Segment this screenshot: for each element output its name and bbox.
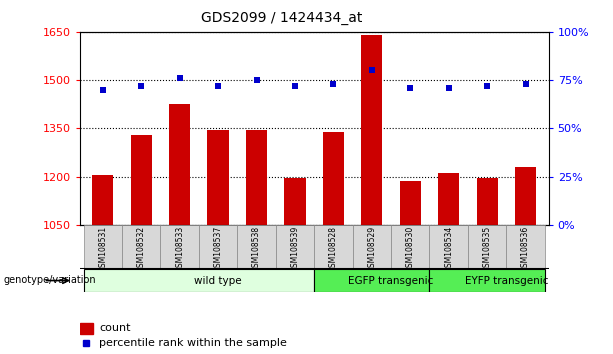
Bar bbox=[314, 269, 430, 292]
Text: wild type: wild type bbox=[194, 275, 242, 286]
Bar bbox=[400, 181, 421, 225]
Text: GSM108528: GSM108528 bbox=[329, 226, 338, 272]
Bar bbox=[506, 225, 545, 269]
Bar bbox=[131, 135, 152, 225]
Text: GSM108539: GSM108539 bbox=[291, 226, 299, 272]
Bar bbox=[80, 323, 93, 333]
Bar bbox=[515, 167, 536, 225]
Text: genotype/variation: genotype/variation bbox=[3, 275, 96, 285]
Text: GSM108532: GSM108532 bbox=[137, 226, 146, 272]
Text: count: count bbox=[99, 323, 131, 333]
Bar bbox=[284, 178, 305, 225]
Bar bbox=[361, 35, 383, 225]
Text: GSM108530: GSM108530 bbox=[406, 226, 415, 272]
Text: GSM108536: GSM108536 bbox=[521, 226, 530, 272]
Bar bbox=[468, 225, 506, 269]
Bar bbox=[83, 269, 314, 292]
Bar bbox=[169, 104, 190, 225]
Bar bbox=[276, 225, 314, 269]
Bar bbox=[207, 130, 229, 225]
Text: GSM108538: GSM108538 bbox=[252, 226, 261, 272]
Text: GSM108529: GSM108529 bbox=[367, 226, 376, 272]
Bar bbox=[476, 178, 498, 225]
Text: percentile rank within the sample: percentile rank within the sample bbox=[99, 338, 287, 348]
Text: EYFP transgenic: EYFP transgenic bbox=[465, 275, 548, 286]
Text: GSM108531: GSM108531 bbox=[98, 226, 107, 272]
Text: GSM108537: GSM108537 bbox=[213, 226, 223, 272]
Text: GSM108533: GSM108533 bbox=[175, 226, 184, 272]
Bar bbox=[122, 225, 161, 269]
Text: GSM108535: GSM108535 bbox=[482, 226, 492, 272]
Bar bbox=[323, 132, 344, 225]
Text: GSM108534: GSM108534 bbox=[444, 226, 453, 272]
Bar bbox=[438, 173, 459, 225]
Bar bbox=[352, 225, 391, 269]
Bar bbox=[430, 225, 468, 269]
Bar bbox=[237, 225, 276, 269]
Bar bbox=[314, 225, 352, 269]
Bar bbox=[391, 225, 430, 269]
Bar bbox=[246, 130, 267, 225]
Bar bbox=[92, 175, 113, 225]
Text: GDS2099 / 1424434_at: GDS2099 / 1424434_at bbox=[201, 11, 363, 25]
Bar bbox=[83, 225, 122, 269]
Bar bbox=[199, 225, 237, 269]
Bar bbox=[161, 225, 199, 269]
Bar bbox=[430, 269, 545, 292]
Text: EGFP transgenic: EGFP transgenic bbox=[348, 275, 434, 286]
